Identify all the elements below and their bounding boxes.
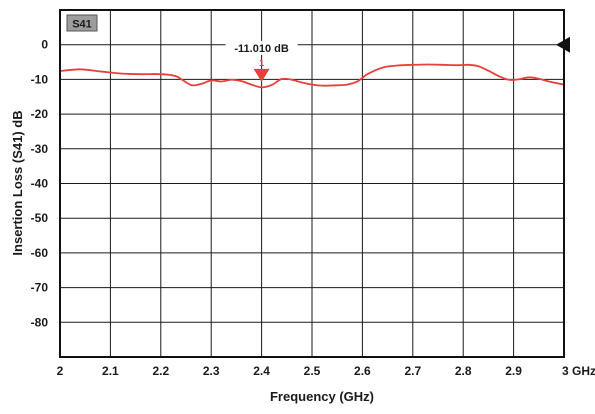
x-tick-label: 2.4 <box>253 364 270 378</box>
x-tick-label: 2.2 <box>152 364 169 378</box>
tick-labels: 2 2.1 2.2 2.3 2.4 2.5 2.6 2.7 2.8 2.9 3 GHz 0 -10 -20… <box>31 38 595 378</box>
x-tick-label: 2.9 <box>505 364 522 378</box>
y-axis-title: Insertion Loss (S41) dB <box>10 110 25 255</box>
x-tick-label: 2.7 <box>404 364 421 378</box>
x-tick-label: 2.3 <box>203 364 220 378</box>
plot-border <box>59 9 565 358</box>
marker-number: 1 <box>259 58 264 68</box>
y-tick-label: -10 <box>31 72 49 86</box>
y-tick-label: -50 <box>31 211 49 225</box>
y-tick-label: -70 <box>31 281 49 295</box>
marker-readout: -11.010 dB <box>234 43 288 55</box>
plot-frame <box>59 9 565 358</box>
grid <box>59 9 565 358</box>
x-tick-label: 2.8 <box>455 364 472 378</box>
y-tick-label: -30 <box>31 142 49 156</box>
marker-readout-box <box>225 40 298 55</box>
marker-layer: 1 -11.010 dB <box>225 36 570 82</box>
y-tick-label: -80 <box>31 315 49 329</box>
x-axis-title: Frequency (GHz) <box>270 389 374 404</box>
y-tick-label: -40 <box>31 177 49 191</box>
trace-badge: S41 <box>66 14 98 32</box>
x-tick-label: 2.1 <box>102 364 119 378</box>
x-tick-label: 2 <box>57 364 64 378</box>
trace-badge-label: S41 <box>72 19 92 31</box>
x-tick-label: 2.6 <box>354 364 371 378</box>
y-tick-label: -60 <box>31 246 49 260</box>
y-tick-label: 0 <box>41 38 48 52</box>
x-tick-label: 3 GHz <box>562 364 595 378</box>
trace-layer <box>59 63 565 89</box>
x-tick-label: 2.5 <box>304 364 321 378</box>
insertion-loss-trace <box>59 63 565 89</box>
marker-triangle <box>253 68 270 82</box>
y-tick-label: -20 <box>31 107 49 121</box>
trace-badge-box <box>66 14 98 32</box>
reference-level-marker <box>556 36 570 53</box>
